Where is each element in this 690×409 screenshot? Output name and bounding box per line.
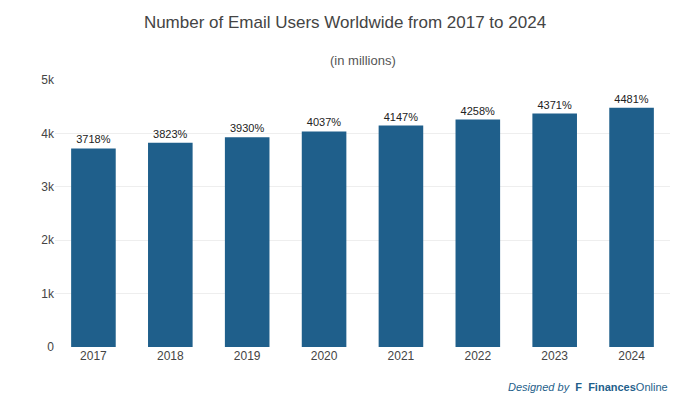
svg-text:(in millions): (in millions) [330,53,396,68]
svg-text:3k: 3k [41,180,55,194]
svg-text:2020: 2020 [311,349,338,363]
svg-text:2024: 2024 [618,349,645,363]
svg-text:2k: 2k [41,233,55,247]
svg-text:4037%: 4037% [307,116,341,128]
svg-text:2022: 2022 [464,349,491,363]
svg-text:2017: 2017 [80,349,107,363]
svg-text:Number of Email Users Worldwid: Number of Email Users Worldwide from 201… [144,13,546,32]
svg-text:3718%: 3718% [76,133,110,145]
svg-text:4147%: 4147% [384,111,418,123]
svg-text:3930%: 3930% [230,122,264,134]
svg-text:5k: 5k [41,73,55,87]
svg-text:4k: 4k [41,127,55,141]
svg-text:2018: 2018 [157,349,184,363]
svg-text:4371%: 4371% [537,99,571,111]
svg-text:4481%: 4481% [614,93,648,105]
svg-text:3823%: 3823% [153,128,187,140]
svg-text:4258%: 4258% [461,105,495,117]
svg-text:0: 0 [47,340,54,354]
svg-text:Designed by F FinancesOnline: Designed by F FinancesOnline [508,381,668,393]
svg-text:2019: 2019 [234,349,261,363]
svg-text:2023: 2023 [541,349,568,363]
svg-text:2021: 2021 [388,349,415,363]
svg-text:1k: 1k [41,287,55,301]
